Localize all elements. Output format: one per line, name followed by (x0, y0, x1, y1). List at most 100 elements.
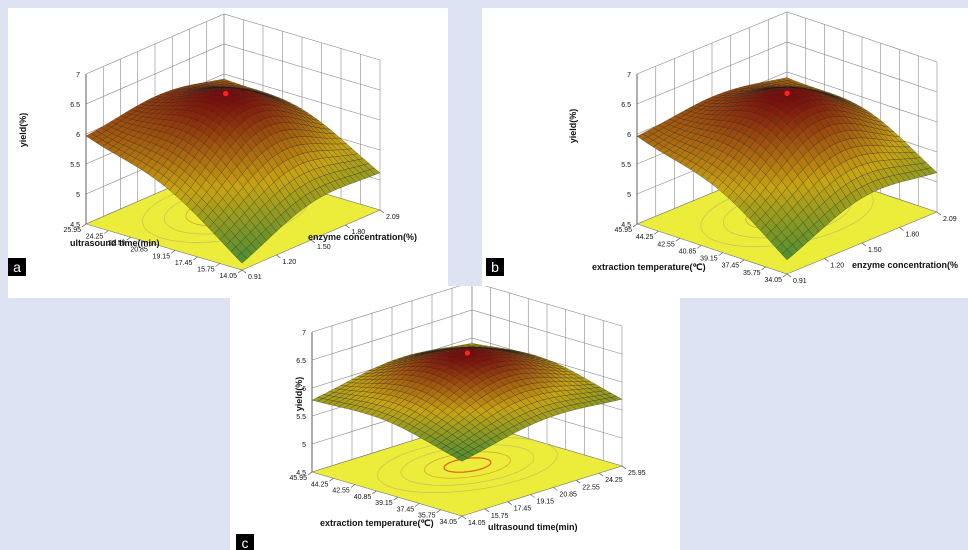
x-tick-mark (241, 269, 247, 274)
x-tick-label: 1.20 (283, 259, 297, 266)
z-tick-label: 6 (627, 132, 631, 139)
x-tick-label: 15.75 (491, 513, 509, 520)
z-tick-label: 7 (627, 72, 631, 79)
surface-facet (236, 252, 248, 264)
z-axis-title: yield(%) (568, 109, 578, 144)
x-tick-label: 1.50 (868, 247, 882, 254)
y-tick-mark (372, 490, 377, 495)
z-tick-label: 5 (627, 192, 631, 199)
y-tick-mark (739, 259, 745, 263)
surface-facet (781, 249, 793, 261)
z-tick-label: 5 (302, 442, 306, 449)
y-tick-mark (193, 256, 198, 261)
y-tick-label: 37.45 (722, 263, 740, 270)
x-tick-label: 25.95 (628, 470, 646, 477)
x-tick-label: 22.55 (582, 484, 600, 491)
y-tick-mark (237, 269, 243, 274)
x-axis-title: ultrasound time(min) (488, 522, 578, 532)
y-tick-mark (718, 252, 723, 256)
x-tick-label: 24.25 (605, 477, 623, 484)
y-axis-title: extraction temperature(℃) (592, 262, 706, 272)
z-tick-label: 5 (76, 192, 80, 199)
x-tick-label: 19.15 (537, 499, 555, 506)
surface-chart-b: 4.5 5 5.5 6 6.5 7 0.91 1.20 1.50 1.80 2.09 34.0535.… (568, 11, 958, 285)
x-tick-label: 0.91 (248, 274, 262, 281)
y-tick-label: 40.85 (354, 494, 372, 501)
y-tick-label: 15.75 (197, 266, 215, 273)
x-tick-mark (310, 239, 316, 244)
y-tick-mark (81, 223, 87, 228)
z-tick-label: 6 (76, 132, 80, 139)
y-tick-label: 24.25 (86, 234, 104, 241)
z-tick-label: 6.5 (70, 102, 80, 109)
x-tick-mark (276, 254, 281, 259)
y-tick-label: 14.05 (219, 273, 237, 280)
y-tick-label: 40.85 (679, 248, 697, 255)
y-tick-label: 19.15 (153, 253, 171, 260)
y-tick-mark (350, 484, 356, 488)
y-tick-label: 45.95 (289, 475, 307, 482)
y-axis-title: extraction temperature(℃) (320, 518, 434, 528)
x-tick-label: 20.85 (559, 491, 577, 498)
y-tick-label: 37.45 (397, 506, 415, 513)
x-tick-mark (530, 494, 535, 498)
x-axis-title: enzyme concentration(% (852, 260, 958, 270)
z-tick-label: 6 (302, 386, 306, 393)
z-tick-label: 4.5 (70, 222, 80, 229)
panel-label-b: b (486, 258, 504, 276)
y-tick-label: 44.25 (636, 234, 654, 241)
wall-z-gridline (85, 43, 381, 105)
y-tick-mark (307, 471, 313, 476)
surface-facet (456, 455, 468, 462)
wall-z-gridline (311, 337, 623, 389)
x-tick-mark (484, 508, 490, 513)
wall-z-gridline (636, 41, 938, 105)
y-tick-mark (761, 266, 766, 271)
optimum-point (783, 90, 791, 97)
y-tick-mark (697, 245, 702, 249)
x-tick-mark (598, 472, 604, 477)
x-tick-mark (379, 209, 385, 214)
y-tick-label: 39.15 (700, 256, 718, 263)
x-tick-mark (576, 480, 581, 484)
y-tick-mark (654, 230, 659, 235)
y-tick-label: 17.45 (175, 260, 193, 267)
z-tick-label: 5.5 (621, 162, 631, 169)
z-tick-label: 5.5 (70, 162, 80, 169)
z-tick-label: 5.5 (296, 414, 306, 421)
x-tick-label: 1.80 (352, 229, 366, 236)
x-tick-label: 2.09 (386, 214, 400, 221)
wall-z-gridline (311, 286, 623, 333)
x-tick-label: 1.50 (317, 244, 331, 251)
surface-chart-a: 4.5 5 5.5 6 6.5 7 0.91 1.20 1.50 1.80 2.09 14.05 15.… (18, 13, 417, 281)
chart-panel-c: 4.5 5 5.5 6 6.5 7 14.05 15.75 17.45 19.15 20.85 22.… (230, 286, 680, 550)
chart-panel-b: 4.5 5 5.5 6 6.5 7 0.91 1.20 1.50 1.80 2.09 34.05 35.… (482, 8, 968, 298)
x-tick-label: 17.45 (514, 506, 532, 513)
y-tick-mark (414, 503, 420, 507)
z-axis-title: yield(%) (294, 377, 304, 412)
y-tick-label: 42.55 (332, 488, 350, 495)
optimum-point (464, 349, 471, 357)
y-tick-label: 39.15 (375, 500, 393, 507)
x-tick-mark (861, 242, 867, 247)
y-tick-mark (393, 496, 398, 501)
surface-chart-c: 4.5 5 5.5 6 6.5 7 14.05 15.75 17.45 19.15 20.85 22.… (289, 286, 646, 532)
y-tick-mark (632, 223, 638, 228)
x-tick-label: 1.80 (906, 232, 920, 239)
chart-panel-a: 4.5 5 5.5 6 6.5 7 0.91 1.20 1.50 1.80 2.09 14.05 15.… (8, 8, 448, 298)
y-tick-label: 45.95 (614, 227, 632, 234)
x-tick-mark (461, 515, 467, 520)
y-tick-mark (215, 263, 220, 267)
y-tick-label: 34.05 (439, 519, 457, 526)
y-tick-label: 22.55 (108, 240, 126, 247)
y-axis-title: ultrasound time(min) (70, 238, 160, 248)
y-tick-label: 25.95 (63, 227, 81, 234)
x-tick-mark (345, 224, 350, 229)
x-axis-title: enzyme concentration(%) (308, 232, 417, 242)
y-tick-mark (170, 250, 176, 254)
x-tick-mark (553, 487, 558, 491)
x-tick-mark (507, 501, 512, 505)
y-tick-mark (148, 243, 154, 247)
z-tick-label: 4.5 (621, 222, 631, 229)
